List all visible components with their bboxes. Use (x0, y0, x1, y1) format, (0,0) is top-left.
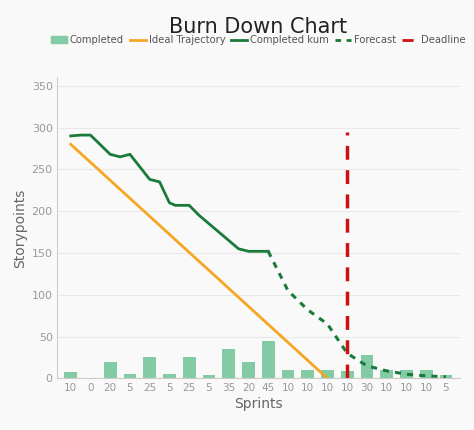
Bar (321, 370, 334, 378)
Bar (143, 357, 156, 378)
Bar (420, 370, 433, 378)
Bar (341, 371, 354, 378)
Bar (163, 374, 176, 378)
Bar (301, 370, 314, 378)
Bar (262, 341, 274, 378)
Y-axis label: Storypoints: Storypoints (13, 188, 27, 267)
Bar (202, 375, 215, 378)
Bar (222, 349, 235, 378)
Title: Burn Down Chart: Burn Down Chart (169, 17, 347, 37)
Bar (64, 372, 77, 378)
X-axis label: Sprints: Sprints (234, 397, 283, 411)
Bar (183, 357, 196, 378)
Bar (400, 370, 413, 378)
Bar (282, 370, 294, 378)
Bar (242, 362, 255, 378)
Legend: Completed, Ideal Trajectory, Completed kum, Forecast, Deadline: Completed, Ideal Trajectory, Completed k… (47, 31, 470, 49)
Bar (124, 374, 137, 378)
Bar (104, 362, 117, 378)
Bar (380, 370, 393, 378)
Bar (361, 355, 374, 378)
Bar (439, 375, 452, 378)
